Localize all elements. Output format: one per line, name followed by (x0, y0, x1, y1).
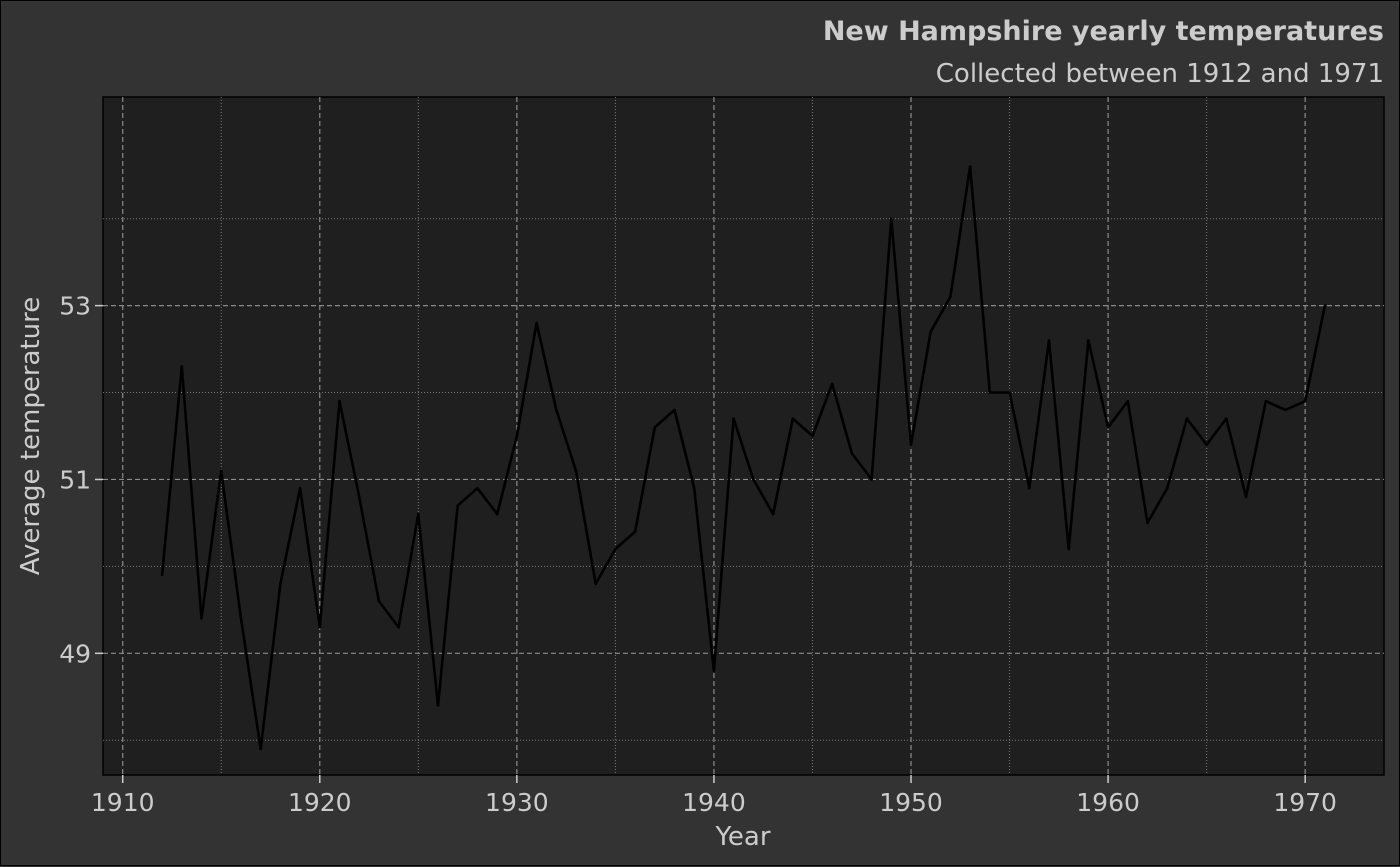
x-tick-label: 1950 (879, 788, 943, 817)
data-point (358, 495, 361, 499)
data-point (1225, 417, 1228, 420)
data-point (653, 426, 657, 429)
x-tick-label: 1930 (485, 788, 549, 817)
data-point (1106, 426, 1110, 429)
data-point (279, 582, 282, 585)
data-point (712, 669, 716, 672)
data-point (909, 443, 913, 446)
data-point (1166, 486, 1169, 490)
data-point (1028, 486, 1031, 490)
data-point (259, 747, 262, 751)
data-point (1323, 304, 1327, 307)
data-point (555, 408, 558, 412)
data-point (574, 469, 578, 472)
data-point (811, 434, 814, 438)
data-point (318, 626, 321, 629)
data-point (298, 486, 302, 490)
data-point (436, 704, 440, 707)
temperature-series-line (160, 165, 1327, 751)
y-axis-label: Average temperature (16, 297, 46, 575)
data-point (830, 382, 834, 386)
data-point (732, 417, 735, 420)
data-points (160, 165, 1327, 751)
data-point (1303, 400, 1307, 403)
data-point (515, 434, 519, 438)
x-axis-ticks: 1910 1920 1930 1940 1950 1960 1970 (91, 775, 1337, 817)
data-point (456, 504, 459, 507)
data-point (160, 573, 164, 577)
x-tick-label: 1920 (288, 788, 352, 817)
data-point (633, 530, 637, 533)
x-tick-label: 1910 (91, 788, 155, 817)
data-point (200, 617, 203, 620)
data-point (1185, 417, 1189, 420)
data-point (693, 486, 696, 490)
data-point (377, 599, 381, 603)
data-point (1284, 408, 1287, 412)
data-point (1264, 400, 1267, 403)
data-point (1008, 391, 1011, 394)
data-point (949, 295, 952, 299)
data-point (614, 547, 617, 551)
data-point (594, 582, 597, 585)
x-tick-label: 1960 (1076, 788, 1140, 817)
data-point (1146, 521, 1149, 525)
data-point (1205, 443, 1208, 446)
y-axis-ticks: 49 51 53 (59, 292, 103, 668)
data-point (1047, 339, 1051, 342)
data-point (771, 513, 775, 516)
data-point (988, 391, 992, 394)
data-point (417, 513, 420, 516)
x-tick-label: 1970 (1273, 788, 1337, 817)
data-point (870, 478, 873, 481)
data-point (968, 165, 972, 168)
data-point (535, 321, 538, 325)
data-point (1244, 495, 1248, 499)
data-point (791, 417, 794, 420)
data-point (673, 408, 676, 412)
chart-subtitle: Collected between 1912 and 1971 (936, 59, 1384, 89)
data-point (890, 217, 893, 220)
data-point (338, 400, 341, 403)
data-point (1087, 339, 1090, 342)
y-tick-label: 51 (59, 465, 91, 494)
x-tick-label: 1940 (682, 788, 746, 817)
data-point (850, 452, 854, 455)
data-point (1126, 400, 1130, 403)
data-point (1067, 547, 1070, 551)
data-point (180, 365, 184, 368)
data-point (476, 486, 479, 490)
data-point (220, 469, 223, 472)
data-point (239, 617, 243, 620)
data-point (752, 478, 755, 481)
chart-title: New Hampshire yearly temperatures (823, 16, 1384, 47)
y-tick-label: 53 (59, 292, 91, 321)
data-point (397, 626, 400, 629)
x-axis-label: Year (714, 822, 770, 852)
plot-panel (102, 96, 1385, 776)
data-point (495, 513, 499, 516)
data-point (929, 330, 932, 333)
y-tick-label: 49 (59, 639, 91, 668)
